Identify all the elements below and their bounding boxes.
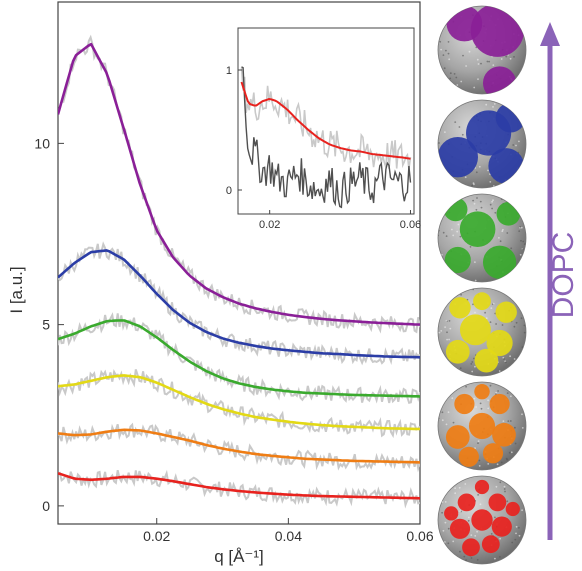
lipid-domain-patch bbox=[495, 301, 517, 323]
lipid-domain-patch bbox=[496, 201, 521, 226]
lipid-domain-patch bbox=[482, 443, 504, 464]
side-panel: DOPC bbox=[437, 5, 580, 565]
lipid-domain-patch bbox=[492, 422, 516, 447]
inset-fit-series bbox=[240, 81, 411, 160]
lipid-domain-patch bbox=[482, 245, 517, 279]
inset-axis-ticks: 0.02 0.06 0 1 bbox=[226, 65, 421, 231]
lipid-domain-patch bbox=[468, 412, 496, 440]
y-tick-label: 5 bbox=[42, 317, 50, 333]
lipid-domain-patch bbox=[449, 297, 471, 319]
vesicle-sphere-blue bbox=[437, 99, 527, 189]
fit-curve-series bbox=[58, 472, 420, 500]
fit-curves-layer bbox=[58, 42, 420, 500]
inset-x-tick-label: 0.06 bbox=[400, 219, 421, 231]
x-axis-label: q [Å⁻¹] bbox=[214, 547, 264, 566]
inset-curves-layer bbox=[240, 81, 411, 160]
inset-plot: 0.02 0.06 0 1 bbox=[226, 27, 421, 231]
lipid-domain-patch bbox=[459, 314, 491, 346]
lipid-domain-patch bbox=[471, 509, 493, 531]
inset-y-tick-label: 0 bbox=[226, 185, 232, 197]
vesicle-sphere-purple bbox=[437, 5, 527, 95]
x-tick-label: 0.04 bbox=[275, 528, 302, 544]
lipid-domain-patch bbox=[473, 292, 491, 311]
lipid-domain-patch bbox=[446, 6, 483, 42]
lipid-domain-patch bbox=[488, 148, 525, 184]
raw-data-series bbox=[58, 422, 420, 473]
lipid-domain-patch bbox=[495, 102, 526, 133]
lipid-domain-patch bbox=[454, 393, 475, 415]
lipid-domain-patch bbox=[489, 393, 510, 415]
y-tick-label: 0 bbox=[42, 498, 50, 514]
y-axis-label: I [a.u.] bbox=[7, 266, 26, 313]
fit-curve-series bbox=[58, 319, 420, 398]
lipid-domain-patch bbox=[481, 535, 500, 554]
lipid-domain-patch bbox=[491, 516, 512, 537]
lipid-domain-patch bbox=[462, 538, 480, 557]
lipid-domain-patch bbox=[457, 493, 476, 512]
lipid-domain-patch bbox=[445, 339, 470, 364]
fit-curve-series bbox=[58, 428, 420, 464]
x-tick-label: 0.06 bbox=[406, 528, 433, 544]
arrow-head bbox=[540, 22, 560, 46]
fit-curve-series bbox=[58, 249, 420, 359]
lipid-domain-patch bbox=[486, 329, 513, 357]
lipid-domain-patch bbox=[470, 6, 525, 57]
x-tick-label: 0.02 bbox=[143, 528, 170, 544]
fit-curve-series bbox=[58, 42, 420, 326]
dopc-label: DOPC bbox=[547, 232, 580, 319]
main-axis-ticks: 0.02 0.04 0.06 0 5 10 bbox=[34, 135, 433, 544]
lipid-domain-patch bbox=[505, 501, 520, 517]
inset-y-tick-label: 1 bbox=[226, 65, 232, 77]
lipid-domain-patch bbox=[438, 137, 478, 178]
lipid-domain-patch bbox=[443, 197, 468, 222]
lipid-domain-patch bbox=[459, 211, 496, 248]
y-tick-label: 10 bbox=[34, 135, 50, 151]
sphere-column bbox=[437, 5, 527, 565]
lipid-domain-patch bbox=[445, 425, 470, 449]
vesicle-sphere-green bbox=[437, 193, 527, 283]
inset-dark-series bbox=[241, 66, 412, 209]
lipid-domain-patch bbox=[449, 518, 471, 539]
fit-curve-series bbox=[58, 374, 420, 431]
raw-data-series bbox=[58, 469, 420, 509]
lipid-domain-patch bbox=[474, 348, 499, 373]
lipid-domain-patch bbox=[474, 383, 490, 400]
lipid-domain-patch bbox=[444, 246, 471, 274]
lipid-domain-patch bbox=[458, 446, 479, 467]
main-plot-frame bbox=[57, 1, 421, 525]
lipid-domain-patch bbox=[474, 479, 490, 495]
inset-x-tick-label: 0.02 bbox=[259, 219, 280, 231]
lipid-domain-patch bbox=[488, 493, 507, 512]
vesicle-sphere-orange bbox=[437, 381, 527, 471]
vesicle-sphere-yellow bbox=[437, 287, 527, 377]
raw-data-series bbox=[58, 312, 420, 405]
vesicle-sphere-red bbox=[437, 475, 527, 565]
lipid-domain-patch bbox=[444, 506, 459, 521]
